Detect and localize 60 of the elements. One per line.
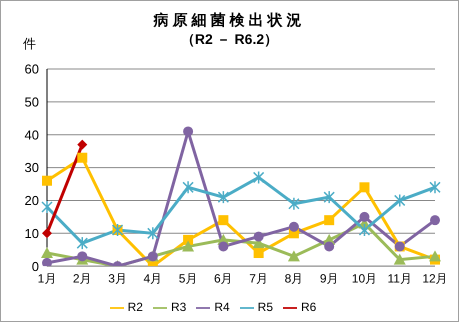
point — [182, 240, 194, 252]
point — [254, 248, 264, 258]
point — [324, 215, 334, 226]
point — [254, 232, 264, 242]
x-tick-label: 4月 — [143, 272, 162, 286]
point — [359, 212, 370, 222]
y-tick-label: 20 — [24, 193, 39, 208]
y-tick-label: 30 — [24, 160, 39, 176]
x-tick-label: 6月 — [214, 272, 233, 286]
point — [41, 247, 53, 258]
y-tick-label: 60 — [24, 62, 39, 77]
legend-label: R5 — [258, 300, 274, 314]
y-tick-label: 0 — [32, 258, 39, 274]
point — [42, 176, 52, 186]
point — [77, 251, 88, 262]
point — [358, 223, 370, 237]
point — [324, 241, 334, 252]
point — [394, 254, 406, 265]
y-tick-label: 10 — [24, 226, 39, 241]
x-tick-label: 1月 — [38, 272, 56, 286]
point — [323, 190, 335, 204]
point — [77, 152, 88, 163]
legend-label: R4 — [214, 300, 230, 314]
point — [288, 222, 299, 232]
x-tick-label: 2月 — [72, 272, 92, 286]
point — [218, 241, 228, 252]
point — [359, 182, 370, 192]
point — [218, 190, 230, 204]
point — [42, 228, 52, 238]
legend-label: R6 — [301, 300, 316, 314]
x-tick-label: 7月 — [249, 272, 268, 286]
chart-title: 病原細菌検出状況 — [152, 11, 306, 30]
point — [429, 180, 441, 194]
point — [182, 180, 194, 194]
chart-subtitle: （R2 － R6.2） — [180, 31, 278, 47]
x-tick-label: 10月 — [352, 272, 378, 286]
y-tick-label: 40 — [24, 127, 39, 142]
y-tick-label: 50 — [24, 94, 39, 110]
x-tick-label: 11月 — [387, 272, 412, 286]
point — [218, 215, 228, 226]
point — [76, 236, 88, 250]
point — [430, 215, 440, 226]
point — [77, 140, 88, 150]
x-tick-label: 12月 — [422, 272, 448, 286]
point — [183, 126, 194, 136]
point — [429, 250, 441, 262]
point — [41, 200, 53, 214]
legend-label: R3 — [170, 300, 186, 314]
x-tick-label: 9月 — [320, 272, 339, 286]
point — [288, 250, 300, 262]
point — [288, 196, 300, 210]
point — [252, 170, 264, 184]
x-tick-label: 8月 — [284, 272, 304, 286]
point — [394, 194, 406, 208]
point — [42, 258, 52, 266]
point — [147, 226, 159, 240]
x-tick-label: 3月 — [108, 272, 127, 286]
legend-label: R2 — [128, 300, 143, 314]
x-tick-label: 5月 — [178, 272, 198, 286]
y-axis-title: 件 — [23, 35, 36, 53]
